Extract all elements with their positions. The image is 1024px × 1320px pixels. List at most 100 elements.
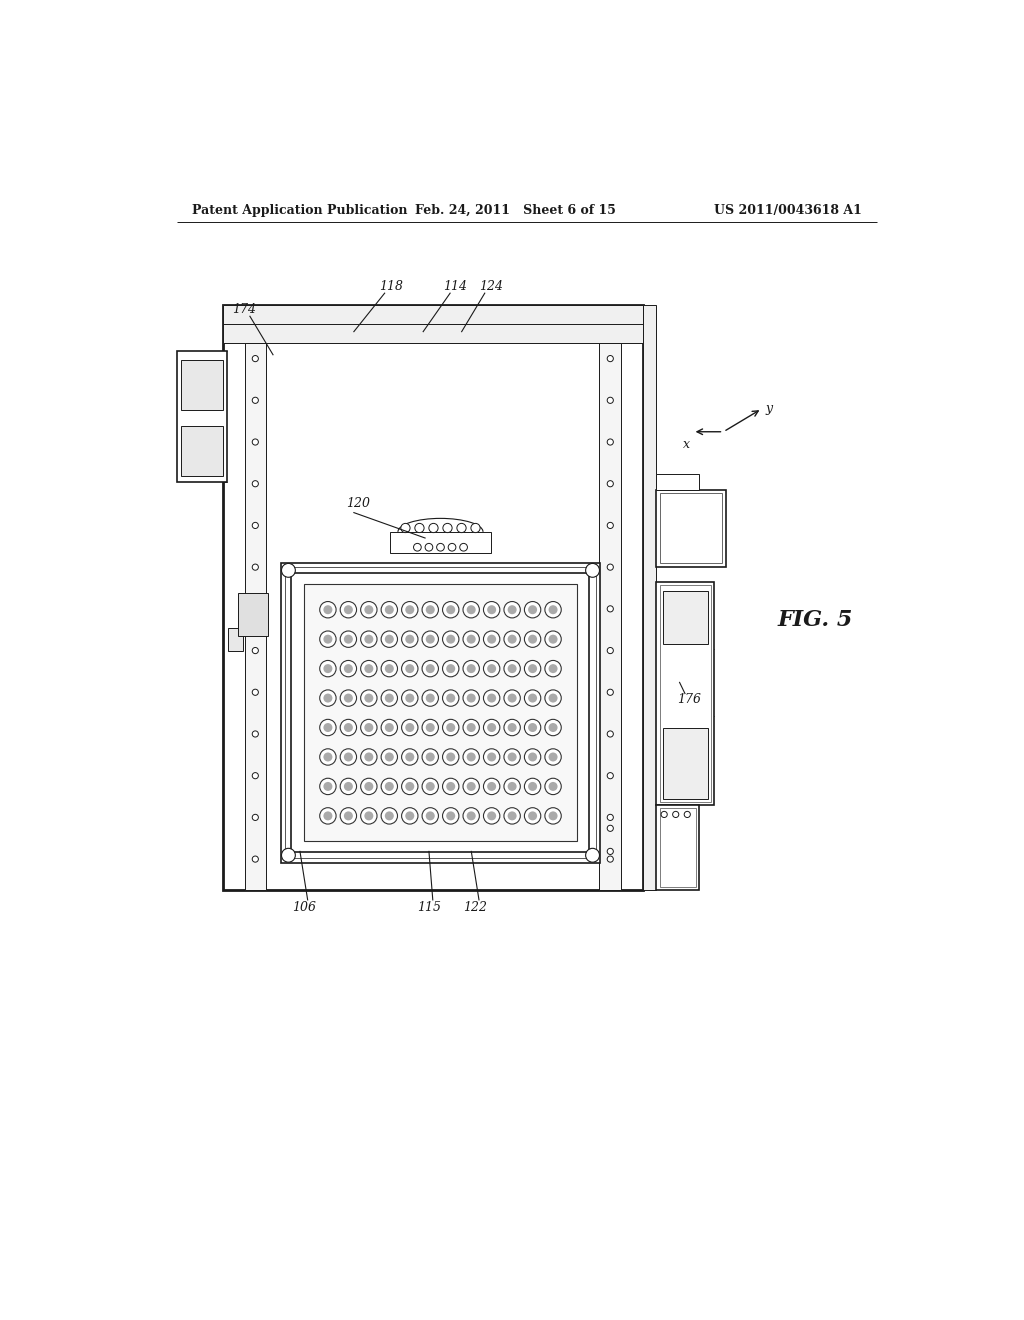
Circle shape: [381, 748, 397, 766]
Circle shape: [400, 523, 410, 532]
Circle shape: [528, 664, 538, 673]
Circle shape: [340, 779, 356, 795]
Circle shape: [425, 544, 433, 552]
Circle shape: [467, 812, 476, 821]
Circle shape: [467, 664, 476, 673]
Circle shape: [360, 719, 377, 735]
Circle shape: [381, 779, 397, 795]
Circle shape: [252, 564, 258, 570]
Text: Feb. 24, 2011   Sheet 6 of 15: Feb. 24, 2011 Sheet 6 of 15: [415, 205, 616, 218]
Circle shape: [385, 781, 394, 791]
Circle shape: [504, 602, 520, 618]
Circle shape: [319, 808, 336, 824]
Circle shape: [385, 752, 394, 762]
Circle shape: [463, 808, 479, 824]
Circle shape: [340, 808, 356, 824]
Circle shape: [487, 605, 497, 614]
Circle shape: [422, 808, 438, 824]
Circle shape: [406, 605, 415, 614]
Bar: [660, 494, 722, 562]
Circle shape: [463, 631, 479, 647]
Bar: [663, 727, 708, 799]
Bar: [656, 474, 698, 490]
Text: 176: 176: [677, 693, 700, 706]
Circle shape: [467, 723, 476, 733]
Circle shape: [607, 857, 613, 862]
Circle shape: [528, 605, 538, 614]
Circle shape: [528, 635, 538, 644]
Circle shape: [401, 690, 418, 706]
Circle shape: [344, 635, 353, 644]
Circle shape: [344, 812, 353, 821]
Circle shape: [446, 723, 456, 733]
Circle shape: [401, 660, 418, 677]
Text: 114: 114: [443, 280, 468, 293]
Circle shape: [406, 693, 415, 702]
Circle shape: [381, 631, 397, 647]
Circle shape: [524, 748, 541, 766]
Circle shape: [344, 781, 353, 791]
Circle shape: [483, 660, 500, 677]
Circle shape: [508, 664, 517, 673]
Circle shape: [381, 690, 397, 706]
Circle shape: [381, 660, 397, 677]
Circle shape: [467, 752, 476, 762]
Circle shape: [483, 719, 500, 735]
Circle shape: [487, 812, 497, 821]
Circle shape: [524, 690, 541, 706]
Circle shape: [385, 723, 394, 733]
Circle shape: [586, 564, 599, 577]
Circle shape: [528, 723, 538, 733]
Circle shape: [381, 808, 397, 824]
Circle shape: [252, 397, 258, 404]
Circle shape: [422, 690, 438, 706]
Circle shape: [607, 849, 613, 854]
Circle shape: [442, 808, 459, 824]
Circle shape: [426, 723, 435, 733]
Circle shape: [549, 781, 558, 791]
Circle shape: [381, 602, 397, 618]
Circle shape: [344, 723, 353, 733]
Circle shape: [406, 752, 415, 762]
Bar: [390, 532, 490, 553]
Circle shape: [467, 635, 476, 644]
Circle shape: [340, 602, 356, 618]
Circle shape: [471, 523, 480, 532]
Circle shape: [426, 605, 435, 614]
Circle shape: [252, 857, 258, 862]
Circle shape: [252, 523, 258, 528]
Circle shape: [504, 690, 520, 706]
Circle shape: [360, 808, 377, 824]
Circle shape: [607, 523, 613, 528]
Circle shape: [524, 631, 541, 647]
Circle shape: [365, 605, 374, 614]
Bar: [223, 305, 643, 890]
Circle shape: [319, 748, 336, 766]
Circle shape: [545, 602, 561, 618]
Circle shape: [381, 719, 397, 735]
Circle shape: [446, 605, 456, 614]
Text: 122: 122: [463, 902, 487, 915]
Circle shape: [463, 690, 479, 706]
Circle shape: [282, 564, 295, 577]
Circle shape: [607, 731, 613, 737]
Circle shape: [586, 849, 599, 862]
Circle shape: [467, 605, 476, 614]
Circle shape: [365, 723, 374, 733]
Circle shape: [508, 605, 517, 614]
Circle shape: [324, 752, 333, 762]
Circle shape: [504, 779, 520, 795]
Circle shape: [422, 719, 438, 735]
Circle shape: [426, 693, 435, 702]
Circle shape: [446, 812, 456, 821]
Circle shape: [545, 808, 561, 824]
Bar: [180, 426, 223, 475]
Circle shape: [385, 605, 394, 614]
Text: x: x: [683, 438, 690, 451]
Circle shape: [524, 602, 541, 618]
Circle shape: [524, 808, 541, 824]
Circle shape: [401, 779, 418, 795]
Circle shape: [463, 779, 479, 795]
Circle shape: [365, 693, 374, 702]
Circle shape: [524, 719, 541, 735]
